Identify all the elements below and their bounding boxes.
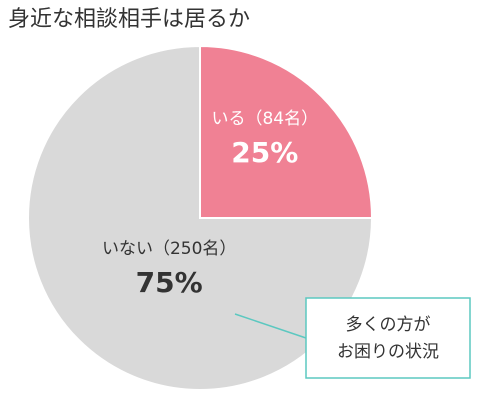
callout-line	[234, 313, 307, 339]
pie: いる（84名） 25% いない（250名） 75%	[27, 44, 374, 391]
callout-text: お困りの状況	[337, 342, 439, 362]
slice-label: いる（84名）	[211, 109, 318, 129]
pie-slice	[199, 44, 374, 219]
value-label: 75%	[136, 266, 203, 299]
callout-text: 多くの方が	[346, 315, 431, 335]
chart-title: 身近な相談相手は居るか	[8, 7, 250, 32]
callout-box	[305, 297, 471, 379]
slice-label: いない（250名）	[102, 239, 236, 259]
value-label: 25%	[231, 136, 298, 169]
